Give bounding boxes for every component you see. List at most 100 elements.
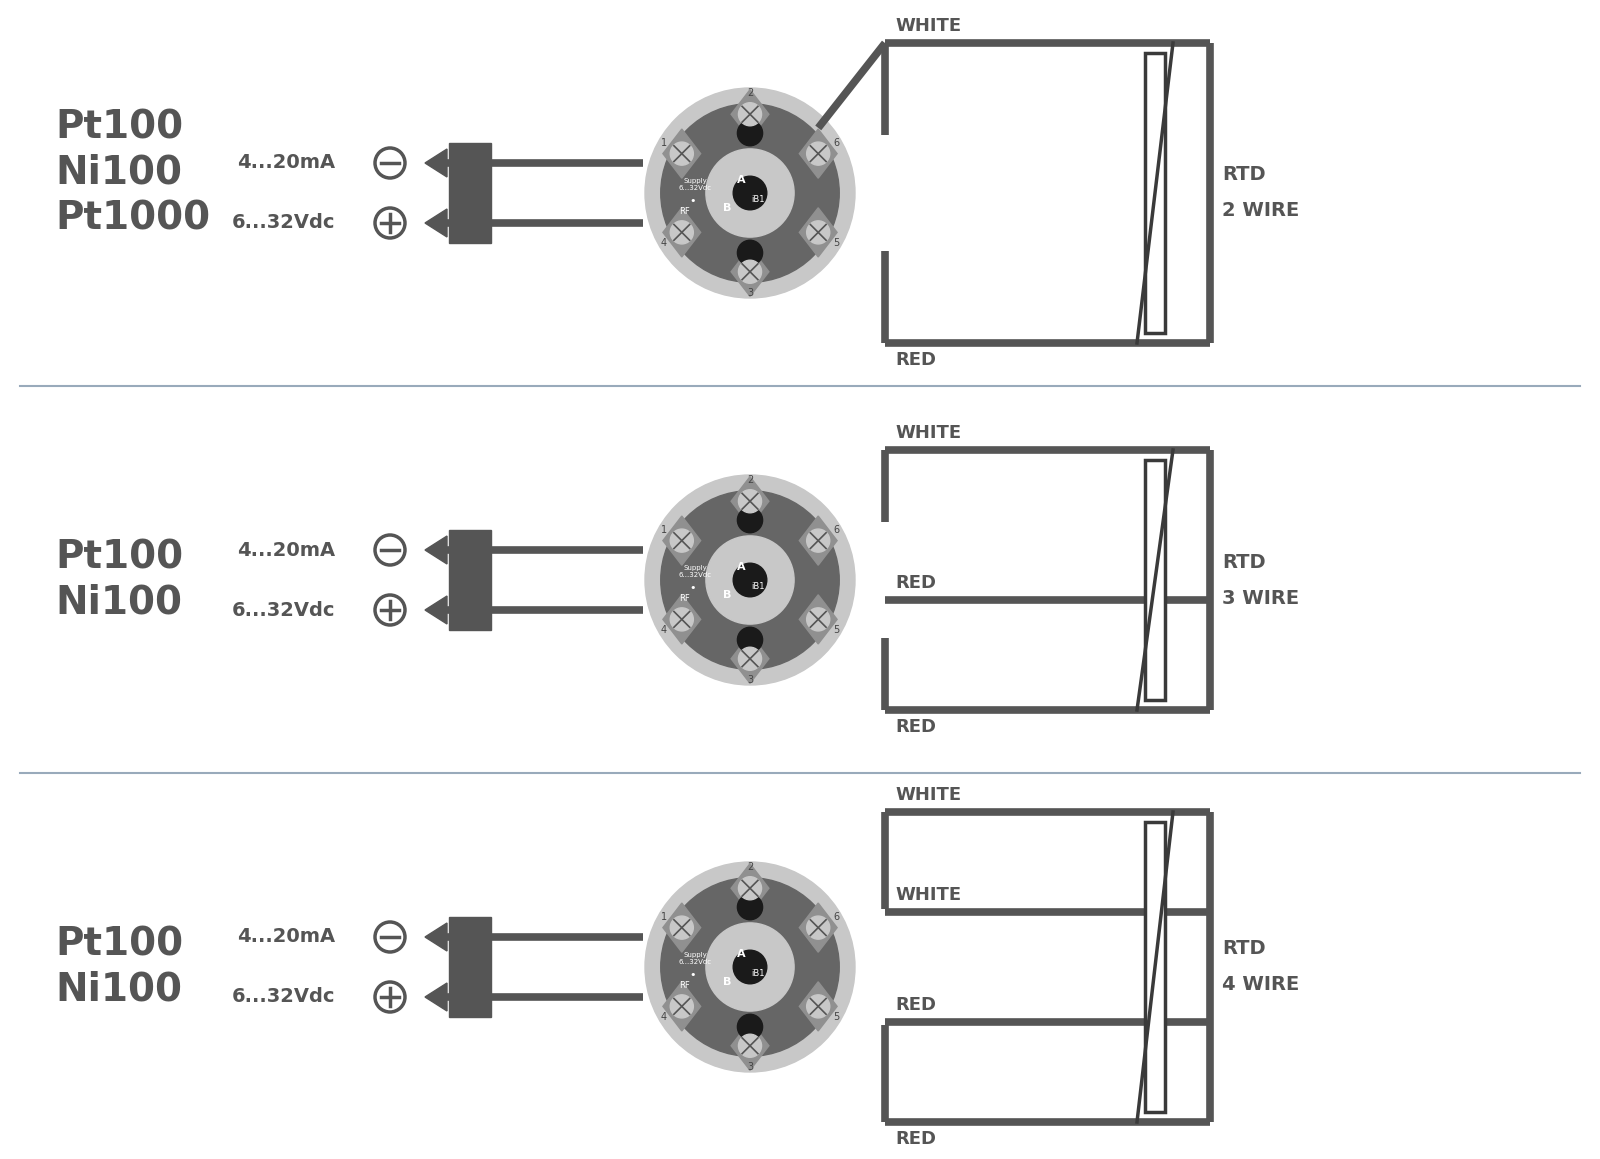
Text: RTD: RTD [1222, 553, 1266, 571]
Circle shape [738, 508, 763, 533]
Text: RED: RED [894, 717, 936, 736]
FancyBboxPatch shape [450, 530, 491, 630]
Circle shape [806, 994, 830, 1018]
Text: B: B [723, 590, 731, 599]
Text: 6: 6 [834, 912, 840, 923]
Text: RED: RED [894, 351, 936, 369]
Text: RED: RED [894, 996, 936, 1014]
Text: iB1: iB1 [752, 195, 765, 204]
Circle shape [661, 490, 840, 669]
Text: 2: 2 [747, 475, 754, 486]
Circle shape [645, 88, 854, 298]
Circle shape [806, 143, 830, 166]
Text: 1: 1 [661, 525, 667, 535]
Polygon shape [800, 207, 837, 257]
Text: A: A [738, 175, 746, 185]
Circle shape [670, 529, 693, 552]
Text: 6...32Vdc: 6...32Vdc [232, 600, 334, 620]
Circle shape [645, 862, 854, 1072]
Polygon shape [800, 595, 837, 644]
Text: RF: RF [680, 595, 690, 604]
Text: RTD: RTD [1222, 940, 1266, 958]
Text: 2: 2 [747, 88, 754, 99]
Text: WHITE: WHITE [894, 786, 962, 804]
Circle shape [661, 104, 840, 283]
Circle shape [738, 627, 763, 653]
Polygon shape [731, 89, 770, 139]
Text: Pt100
Ni100: Pt100 Ni100 [54, 538, 182, 621]
Text: 3 WIRE: 3 WIRE [1222, 589, 1299, 607]
Text: iB1: iB1 [752, 582, 765, 591]
Polygon shape [426, 983, 446, 1011]
Circle shape [739, 490, 762, 512]
Polygon shape [731, 247, 770, 297]
Circle shape [739, 1034, 762, 1057]
Polygon shape [662, 129, 701, 178]
Text: RF: RF [680, 207, 690, 217]
Text: 2: 2 [747, 862, 754, 873]
Polygon shape [800, 129, 837, 178]
Circle shape [670, 916, 693, 939]
Text: 6: 6 [834, 138, 840, 148]
Text: Supply
6...32Vdc: Supply 6...32Vdc [678, 952, 712, 965]
FancyBboxPatch shape [450, 917, 491, 1016]
Text: •: • [690, 196, 696, 206]
Polygon shape [731, 476, 770, 526]
Text: 3: 3 [747, 1062, 754, 1072]
Circle shape [670, 607, 693, 630]
Circle shape [733, 563, 766, 597]
Polygon shape [800, 982, 837, 1032]
Circle shape [739, 261, 762, 283]
Circle shape [733, 950, 766, 984]
Polygon shape [662, 516, 701, 566]
Text: 1: 1 [661, 912, 667, 923]
Text: A: A [738, 949, 746, 960]
Text: Pt100
Ni100: Pt100 Ni100 [54, 925, 182, 1008]
Polygon shape [662, 903, 701, 953]
Text: 2 WIRE: 2 WIRE [1222, 202, 1299, 220]
Circle shape [739, 876, 762, 899]
Circle shape [806, 607, 830, 630]
Text: RED: RED [894, 574, 936, 592]
Text: 5: 5 [834, 625, 840, 635]
Circle shape [706, 535, 794, 624]
Text: 4: 4 [661, 1012, 667, 1022]
Text: A: A [738, 562, 746, 573]
Text: •: • [690, 970, 696, 981]
Text: RTD: RTD [1222, 166, 1266, 184]
Text: 6: 6 [834, 525, 840, 535]
Circle shape [739, 647, 762, 670]
Text: 6...32Vdc: 6...32Vdc [232, 213, 334, 233]
Text: Supply
6...32Vdc: Supply 6...32Vdc [678, 178, 712, 191]
FancyBboxPatch shape [1146, 53, 1165, 333]
Text: 4...20mA: 4...20mA [237, 540, 334, 560]
Text: 5: 5 [834, 238, 840, 248]
Text: RED: RED [894, 1130, 936, 1149]
Polygon shape [731, 1021, 770, 1070]
Text: WHITE: WHITE [894, 17, 962, 35]
Text: 1: 1 [661, 138, 667, 148]
Text: 4: 4 [661, 238, 667, 248]
Polygon shape [800, 903, 837, 953]
Circle shape [738, 1014, 763, 1040]
Text: B: B [723, 203, 731, 213]
Text: •: • [690, 583, 696, 593]
Text: 4...20mA: 4...20mA [237, 927, 334, 947]
Circle shape [670, 994, 693, 1018]
Polygon shape [426, 535, 446, 564]
Text: 4...20mA: 4...20mA [237, 153, 334, 173]
Circle shape [738, 121, 763, 146]
Circle shape [806, 529, 830, 552]
Circle shape [733, 176, 766, 210]
Text: 3: 3 [747, 675, 754, 685]
Circle shape [806, 916, 830, 939]
Circle shape [706, 923, 794, 1011]
Text: 4: 4 [661, 625, 667, 635]
Text: B: B [723, 977, 731, 986]
Polygon shape [731, 863, 770, 913]
FancyBboxPatch shape [1146, 460, 1165, 700]
Text: 5: 5 [834, 1012, 840, 1022]
Text: 4 WIRE: 4 WIRE [1222, 976, 1299, 994]
Polygon shape [662, 595, 701, 644]
Polygon shape [426, 923, 446, 952]
